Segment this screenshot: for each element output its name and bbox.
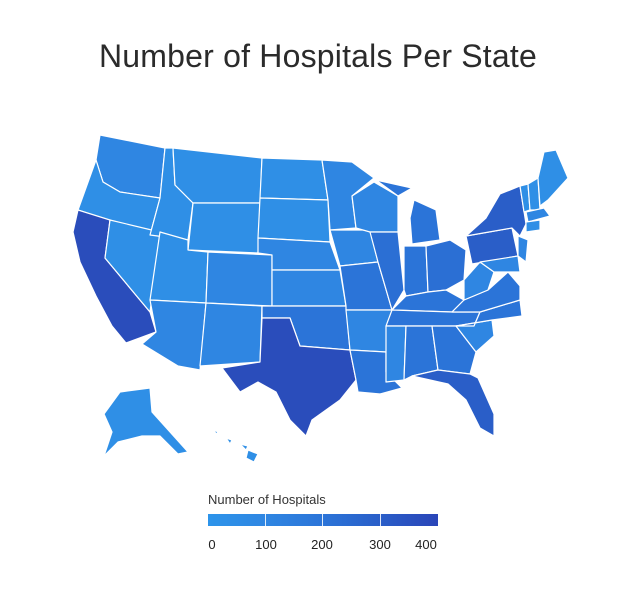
state-alaska[interactable] <box>103 387 189 457</box>
state-kansas[interactable] <box>271 269 347 307</box>
state-new-york[interactable] <box>465 185 527 237</box>
state-new-jersey[interactable] <box>517 235 529 263</box>
legend-tick-mark <box>322 514 323 526</box>
state-maryland[interactable] <box>479 255 521 273</box>
state-maine[interactable] <box>537 149 569 207</box>
state-indiana[interactable] <box>403 245 429 297</box>
legend-tick-mark <box>380 514 381 526</box>
state-texas[interactable] <box>221 317 357 437</box>
state-arizona[interactable] <box>141 299 207 371</box>
legend-label-200: 200 <box>311 537 333 552</box>
state-new-mexico[interactable] <box>199 302 263 367</box>
state-south-dakota[interactable] <box>257 197 331 243</box>
legend-color-bar <box>208 514 438 526</box>
state-wyoming[interactable] <box>187 202 261 254</box>
state-nevada[interactable] <box>104 219 161 313</box>
state-ohio[interactable] <box>425 239 467 293</box>
state-mississippi[interactable] <box>385 325 407 383</box>
state-connecticut[interactable] <box>525 219 541 233</box>
state-montana[interactable] <box>172 147 263 204</box>
state-illinois[interactable] <box>369 231 405 311</box>
map-title: Number of Hospitals Per State <box>99 38 537 74</box>
state-north-dakota[interactable] <box>259 157 329 201</box>
state-florida[interactable] <box>411 369 495 437</box>
state-virginia[interactable] <box>451 271 521 313</box>
legend-label-0: 0 <box>208 537 216 552</box>
state-west-virginia[interactable] <box>463 261 495 301</box>
legend-label-300: 300 <box>369 537 391 552</box>
legend-tick-mark <box>265 514 266 526</box>
legend-title: Number of Hospitals <box>208 492 326 507</box>
legend-label-400: 400 <box>415 537 437 552</box>
state-arkansas[interactable] <box>345 309 393 353</box>
legend-label-100: 100 <box>255 537 277 552</box>
state-colorado[interactable] <box>205 251 273 307</box>
state-hawaii[interactable] <box>213 429 259 463</box>
state-kentucky[interactable] <box>391 289 465 313</box>
state-michigan[interactable] <box>375 179 441 245</box>
state-massachusetts[interactable] <box>525 207 551 223</box>
